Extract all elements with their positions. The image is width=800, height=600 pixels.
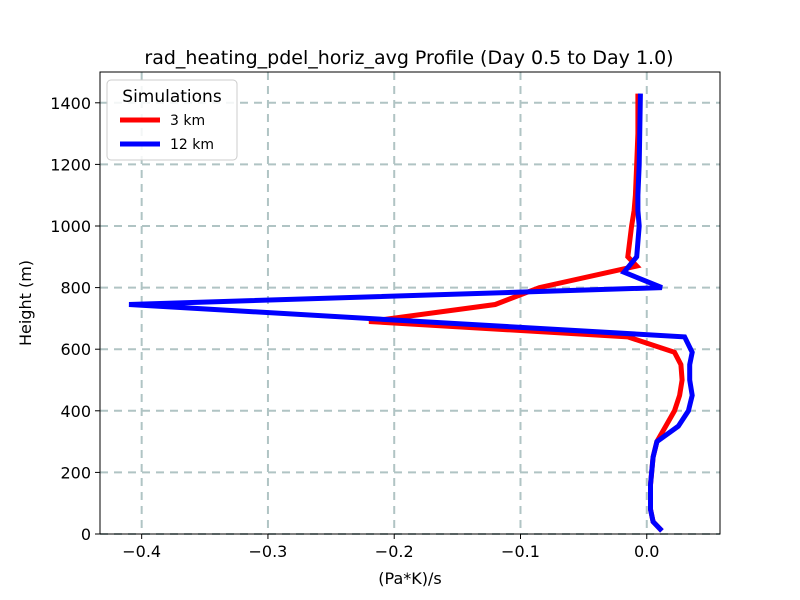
y-tick-label: 1400: [50, 94, 91, 113]
chart-title: rad_heating_pdel_horiz_avg Profile (Day …: [144, 47, 673, 69]
plot-frame: [99, 71, 721, 535]
legend-label-3km: 3 km: [170, 113, 205, 129]
legend-title: Simulations: [122, 87, 222, 107]
y-tick-label: 1200: [50, 155, 91, 174]
x-tick-label: −0.3: [249, 542, 288, 561]
y-tick-label: 400: [60, 402, 91, 421]
legend-label-12km: 12 km: [170, 137, 214, 153]
y-tick-label: 0: [81, 525, 91, 544]
x-axis-label: (Pa*K)/s: [378, 569, 441, 588]
legend-box: [106, 79, 238, 161]
legend: Simulations 3 km 12 km: [106, 79, 238, 161]
y-tick-label: 200: [60, 463, 91, 482]
y-tick-label: 1000: [50, 217, 91, 236]
x-tick-label: −0.2: [375, 542, 414, 561]
y-axis-label: Height (m): [16, 260, 35, 346]
series-layer: [128, 93, 695, 533]
series-line-3km: [368, 93, 685, 533]
y-tick-label: 600: [60, 340, 91, 359]
series-line-12km: [128, 93, 695, 533]
tick-layer: −0.4 −0.3 −0.2 −0.1 0.0 0 200 400 600 800 1000 1200…: [50, 94, 659, 561]
y-tick-label: 800: [60, 279, 91, 298]
x-tick-label: −0.1: [501, 542, 540, 561]
x-tick-label: −0.4: [122, 542, 161, 561]
x-tick-label: 0.0: [634, 542, 659, 561]
